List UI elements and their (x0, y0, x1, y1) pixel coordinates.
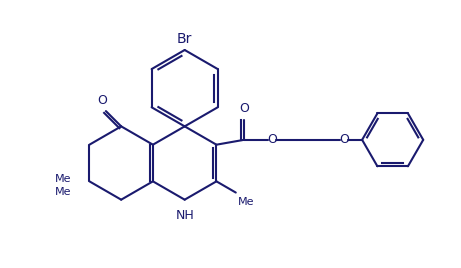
Text: O: O (239, 102, 249, 116)
Text: Me: Me (55, 174, 71, 184)
Text: Me: Me (55, 187, 71, 196)
Text: Me: Me (238, 197, 255, 207)
Text: NH: NH (175, 209, 194, 222)
Text: O: O (267, 133, 277, 146)
Text: O: O (97, 94, 107, 107)
Text: Br: Br (177, 32, 192, 46)
Text: O: O (339, 133, 349, 146)
